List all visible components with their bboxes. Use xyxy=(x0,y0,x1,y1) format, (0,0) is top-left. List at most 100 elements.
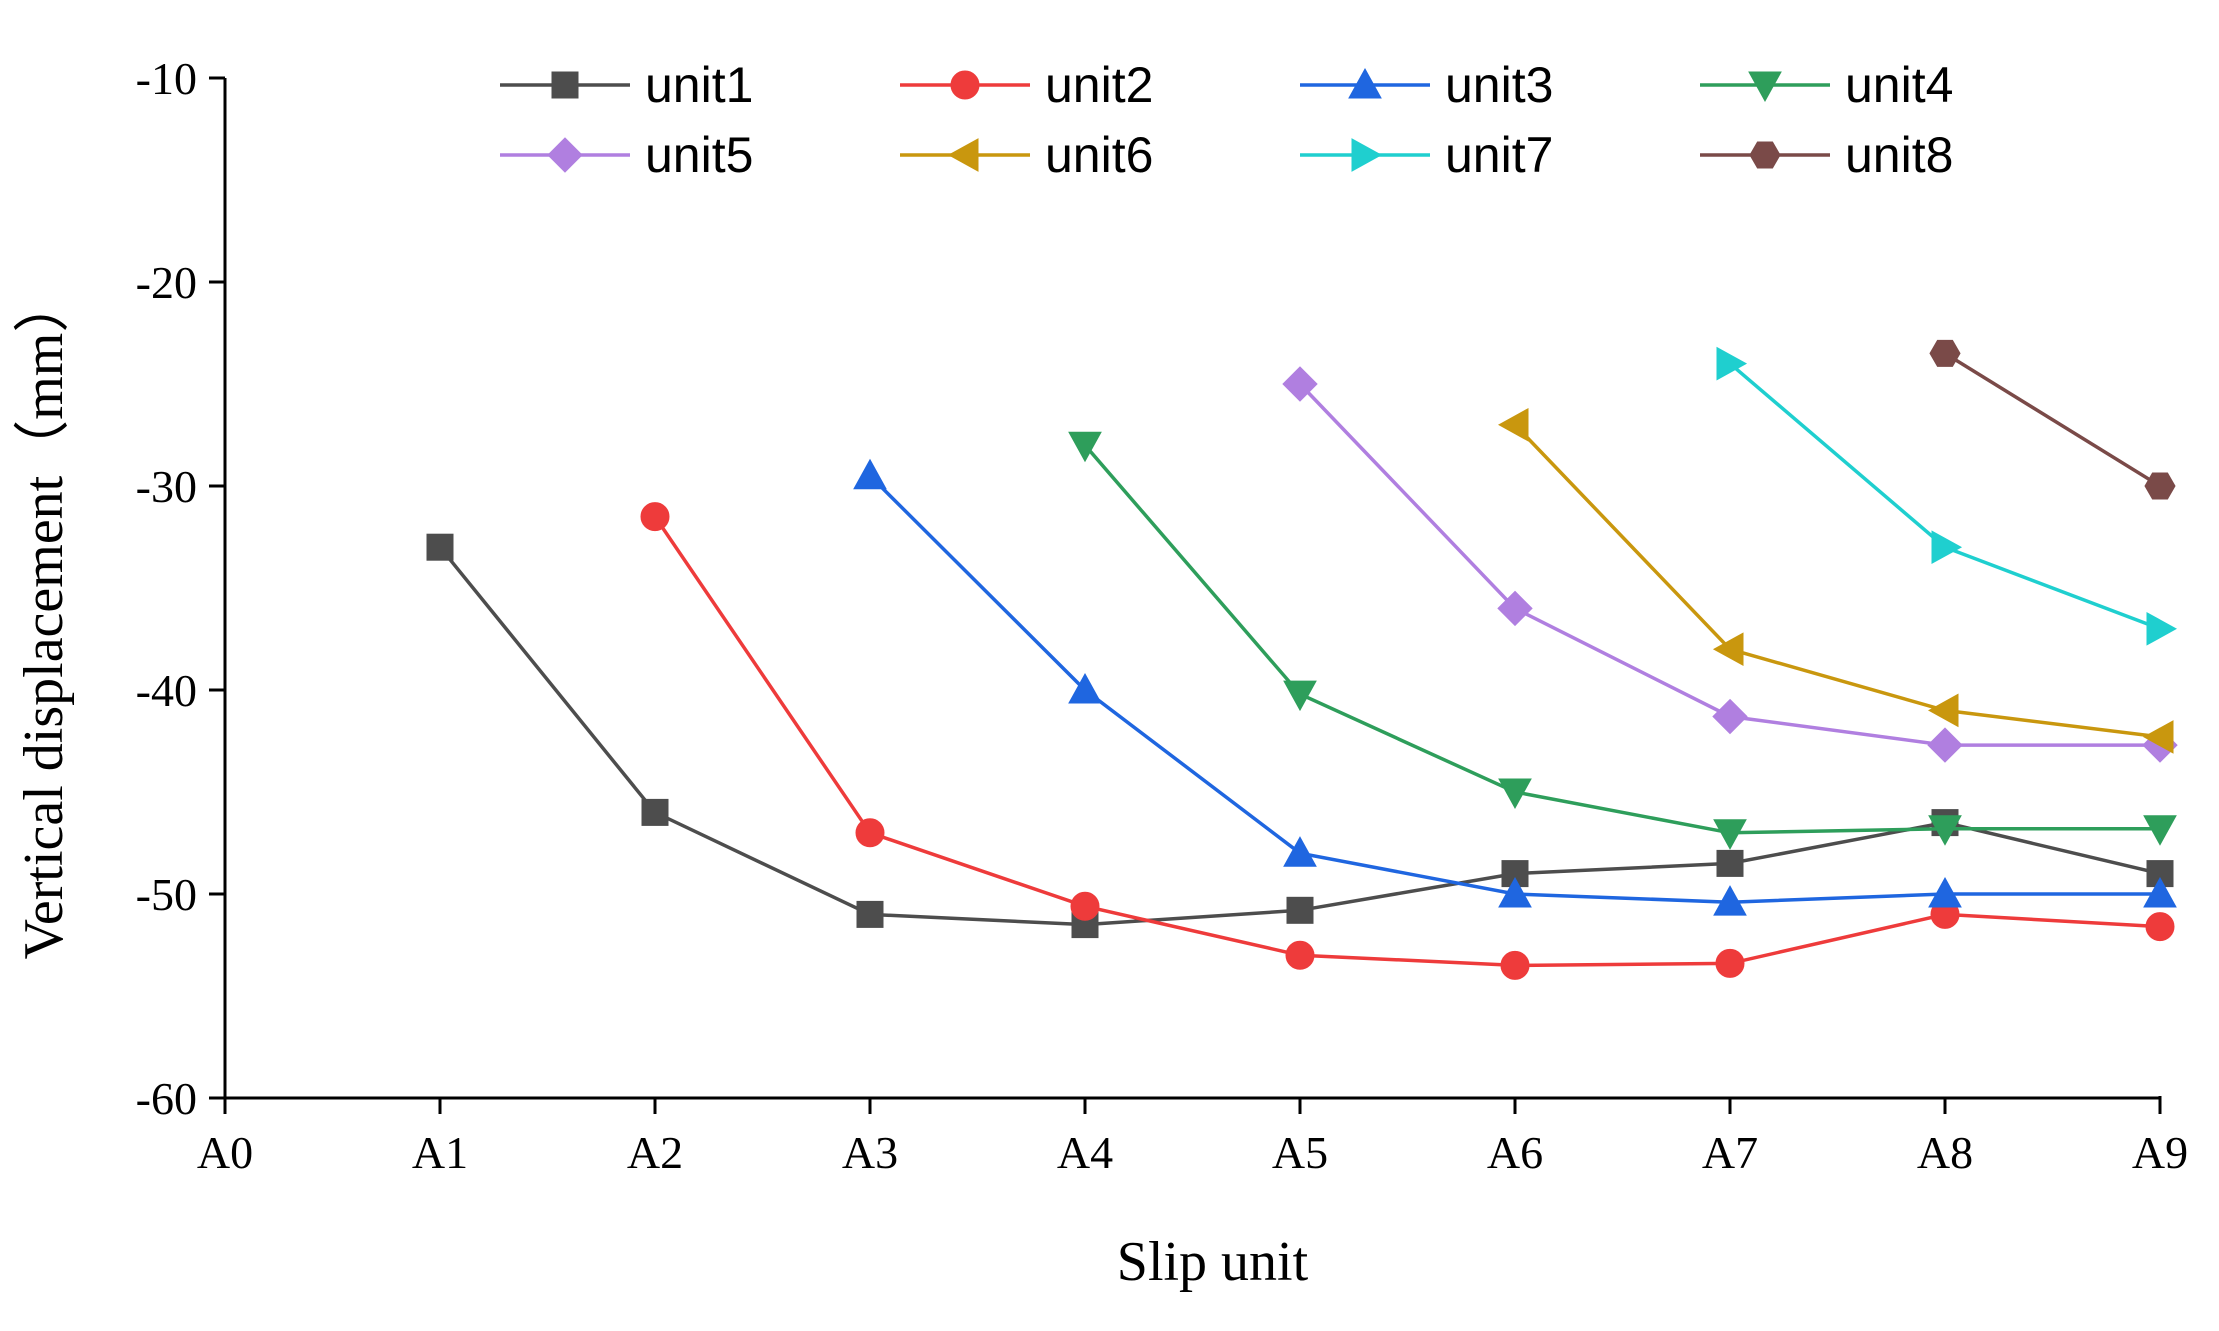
data-point-unit5 xyxy=(1927,727,1963,763)
y-axis-title: Vertical displacement（mm） xyxy=(13,277,75,960)
y-tick-label: -30 xyxy=(136,461,197,512)
legend-label: unit7 xyxy=(1445,127,1553,183)
legend-marker xyxy=(551,71,579,99)
series-unit5 xyxy=(1282,366,2178,763)
series-unit8 xyxy=(1929,339,2176,500)
x-tick-label: A7 xyxy=(1702,1127,1758,1178)
data-point-unit2 xyxy=(855,818,885,848)
data-point-unit1 xyxy=(856,900,884,928)
x-tick-label: A4 xyxy=(1057,1127,1113,1178)
y-tick-label: -20 xyxy=(136,257,197,308)
series-unit6 xyxy=(1497,407,2174,754)
y-tick-label: -50 xyxy=(136,869,197,920)
series-unit7 xyxy=(1716,346,2178,646)
legend-item-unit1: unit1 xyxy=(500,57,753,113)
series-group xyxy=(426,339,2178,980)
legend-item-unit2: unit2 xyxy=(900,57,1153,113)
data-point-unit4 xyxy=(1928,815,1962,846)
y-tick-label: -40 xyxy=(136,665,197,716)
data-point-unit6 xyxy=(1497,407,1529,442)
data-point-unit8 xyxy=(1929,339,1961,367)
data-point-unit1 xyxy=(426,533,454,561)
x-axis-title: Slip unit xyxy=(1117,1231,1309,1293)
y-tick-label: -60 xyxy=(136,1073,197,1124)
x-tick-label: A9 xyxy=(2132,1127,2188,1178)
legend-marker xyxy=(1749,141,1781,169)
data-point-unit7 xyxy=(2146,611,2178,646)
x-tick-label: A8 xyxy=(1917,1127,1973,1178)
x-tick-label: A6 xyxy=(1487,1127,1543,1178)
legend-item-unit7: unit7 xyxy=(1300,127,1553,183)
x-axis-ticks: A0 A1 A2 A3 A4 A5 A6 A7 A8 A9 xyxy=(197,1098,2188,1178)
series-unit1 xyxy=(426,533,2174,939)
x-tick-label: A5 xyxy=(1272,1127,1328,1178)
data-point-unit8 xyxy=(2144,472,2176,500)
legend-item-unit4: unit4 xyxy=(1700,57,1953,113)
legend-item-unit6: unit6 xyxy=(900,127,1153,183)
data-point-unit2 xyxy=(1285,940,1315,970)
data-point-unit3 xyxy=(1283,836,1317,867)
data-point-unit4 xyxy=(1498,778,1532,810)
legend-label: unit2 xyxy=(1045,57,1153,113)
legend-label: unit3 xyxy=(1445,57,1553,113)
legend-marker xyxy=(547,137,583,173)
data-point-unit2 xyxy=(640,502,670,532)
y-axis-ticks: -10 -20 -30 -40 -50 -60 xyxy=(136,53,225,1124)
data-point-unit5 xyxy=(1497,590,1533,627)
legend-item-unit8: unit8 xyxy=(1700,127,1953,183)
series-line-unit3 xyxy=(868,474,2160,904)
axis-lines xyxy=(223,78,2162,1100)
data-point-unit6 xyxy=(2142,720,2174,754)
x-tick-label: A1 xyxy=(412,1127,468,1178)
y-tick-label: -10 xyxy=(136,53,197,104)
series-unit4 xyxy=(1068,431,2177,850)
data-point-unit1 xyxy=(1716,849,1744,877)
series-line-unit8 xyxy=(1944,351,2161,488)
data-point-unit1 xyxy=(641,798,669,826)
legend-label: unit5 xyxy=(645,127,753,183)
x-tick-label: A3 xyxy=(842,1127,898,1178)
data-point-unit7 xyxy=(1716,346,1748,381)
series-line-unit7 xyxy=(1728,362,2161,631)
x-tick-label: A2 xyxy=(627,1127,683,1178)
data-point-unit2 xyxy=(1070,891,1100,921)
data-point-unit4 xyxy=(1283,680,1317,712)
data-point-unit5 xyxy=(1712,698,1748,735)
data-point-unit7 xyxy=(1931,530,1963,565)
series-line-unit5 xyxy=(1298,382,2160,747)
data-point-unit3 xyxy=(1928,876,1962,908)
data-point-unit6 xyxy=(1927,693,1959,728)
x-tick-label: A0 xyxy=(197,1127,253,1178)
data-point-unit1 xyxy=(1286,896,1314,924)
legend-label: unit6 xyxy=(1045,127,1153,183)
series-line-unit4 xyxy=(1083,444,2160,835)
legend: unit1 unit2 unit3 unit4 unit5 unit6 unit7 unit8 xyxy=(500,57,1953,183)
legend-label: unit8 xyxy=(1845,127,1953,183)
data-point-unit3 xyxy=(1713,885,1747,916)
data-point-unit6 xyxy=(1712,632,1744,667)
legend-label: unit4 xyxy=(1845,57,1953,113)
legend-marker xyxy=(950,70,980,100)
data-point-unit4 xyxy=(2143,815,2177,846)
data-point-unit2 xyxy=(2145,912,2175,942)
legend-item-unit5: unit5 xyxy=(500,127,753,183)
data-point-unit4 xyxy=(1713,819,1747,850)
series-unit3 xyxy=(853,458,2177,916)
data-point-unit3 xyxy=(853,458,887,490)
legend-label: unit1 xyxy=(645,57,753,113)
series-line-unit1 xyxy=(438,546,2161,927)
data-point-unit3 xyxy=(1498,876,1532,908)
legend-marker xyxy=(1748,71,1782,103)
legend-item-unit3: unit3 xyxy=(1300,57,1553,113)
legend-marker xyxy=(947,138,979,172)
data-point-unit4 xyxy=(1068,431,1102,463)
data-point-unit3 xyxy=(1068,672,1102,704)
series-unit2 xyxy=(640,502,2175,980)
series-line-unit2 xyxy=(653,515,2161,968)
legend-marker xyxy=(1348,67,1382,99)
data-point-unit2 xyxy=(1500,950,1530,980)
data-point-unit3 xyxy=(2143,876,2177,908)
series-line-unit6 xyxy=(1513,423,2161,739)
data-point-unit2 xyxy=(1715,948,1745,978)
